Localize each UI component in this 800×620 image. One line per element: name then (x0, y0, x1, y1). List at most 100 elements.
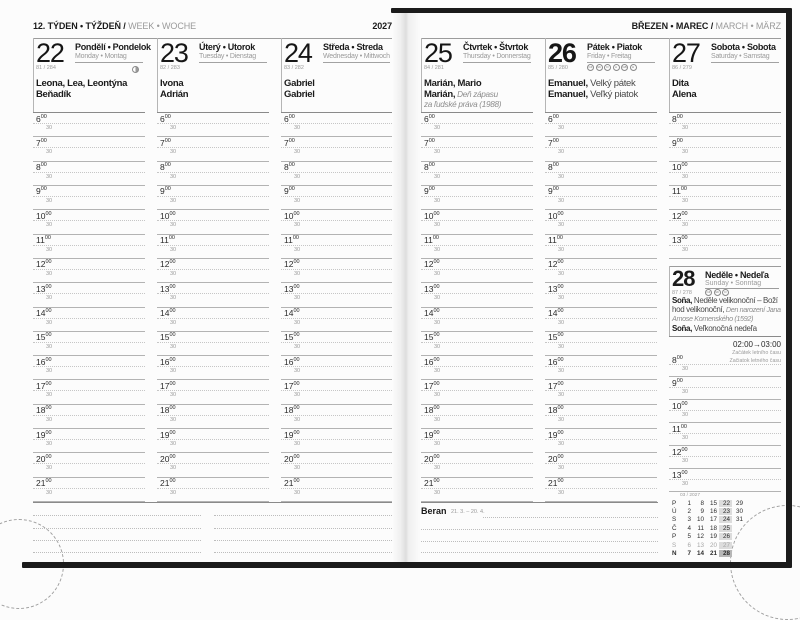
hour-line (669, 446, 781, 457)
hour-line (669, 210, 781, 222)
hour-label: 1800 (548, 405, 564, 416)
half-hour-label: 30 (294, 295, 301, 302)
hour-label: 700 (160, 137, 171, 148)
hour-label: 1400 (36, 308, 52, 318)
header-rule (421, 38, 781, 39)
half-hour-label: 30 (46, 246, 53, 253)
hour-label: 1800 (284, 405, 300, 416)
hour-label: 2100 (424, 478, 440, 489)
hour-line (669, 162, 781, 173)
half-hour-label: 30 (46, 125, 53, 131)
hour-label: 700 (424, 137, 435, 148)
hour-label: 2000 (548, 453, 564, 464)
name-day-line: Ivona (160, 78, 184, 89)
name-day-line: Beňadík (36, 88, 71, 100)
day-number: 26 (548, 38, 577, 68)
hour-slot: 1300 30 (669, 469, 781, 492)
hour-line (545, 478, 657, 489)
hour-slot: 2000 30 (157, 453, 269, 478)
mini-calendar-cell: 10 (696, 516, 704, 524)
hour-slot: 1300 30 (421, 283, 533, 308)
hour-label: 1000 (672, 162, 688, 173)
month-header: BŘEZEN • MAREC / MARCH • MÄRZ (421, 21, 782, 34)
half-hour-label: 30 (434, 392, 441, 399)
hour-label: 1600 (424, 356, 440, 367)
hour-label: 1200 (160, 259, 176, 270)
hour-label: 1100 (284, 235, 299, 246)
hour-line (281, 478, 392, 489)
hour-line (281, 113, 392, 124)
hour-line (545, 186, 657, 197)
half-hour-label: 30 (558, 343, 565, 350)
hour-slot: 800 30 (545, 162, 657, 186)
hour-slot: 600 30 (421, 113, 533, 138)
hour-slot: 2000 30 (545, 453, 657, 478)
hour-label: 1200 (672, 446, 688, 457)
mini-calendar-row: P 5 12 19 26 (672, 533, 772, 541)
half-hour-label: 30 (294, 125, 301, 131)
weekday-label: Ú (672, 508, 677, 516)
mini-calendar-cell: 17 (709, 516, 717, 524)
hour-line (669, 400, 781, 411)
hour-line (33, 259, 145, 270)
mini-calendar-cell: 1 (687, 499, 691, 507)
hour-label: 1400 (548, 308, 564, 318)
day-name-intl: Saturday • Samstag (711, 53, 770, 60)
hour-slot: 1100 30 (669, 423, 781, 446)
hour-slot: 1700 30 (421, 380, 533, 405)
hour-label: 1500 (548, 332, 564, 343)
half-hour-label: 30 (682, 458, 689, 464)
hour-label: 1800 (424, 405, 440, 416)
hour-label: 1500 (160, 332, 176, 343)
name-day-line: Emanuel, Velký pátek (548, 78, 636, 89)
hour-line (281, 162, 392, 173)
hour-label: 800 (548, 162, 559, 173)
week-title: 12. TÝDEN • TÝŽDEŇ / (33, 21, 126, 31)
hour-grid: 600 30 700 30 800 30 900 30 1000 30 1100 30 1200 30 13… (421, 113, 533, 502)
hour-line (157, 453, 269, 465)
name-days: Ivona Adrián (160, 78, 269, 100)
hour-slot: 1600 30 (33, 356, 145, 381)
day-of-year: 83 / 282 (284, 65, 304, 71)
hour-label: 1500 (424, 332, 440, 343)
hour-line (157, 259, 269, 270)
half-hour-label: 30 (434, 416, 441, 423)
half-hour-label: 30 (46, 197, 53, 204)
hour-label: 1600 (548, 356, 564, 367)
hour-slot: 600 30 (157, 113, 269, 138)
hour-slot: 1500 30 (157, 332, 269, 357)
hour-slot: 1000 30 (33, 210, 145, 235)
hour-slot: 900 30 (33, 186, 145, 211)
hour-label: 800 (160, 162, 171, 173)
hour-label: 1300 (284, 283, 300, 294)
hour-label: 1000 (160, 210, 176, 221)
day-name-intl: Tuesday • Dienstag (199, 53, 256, 60)
hour-label: 900 (672, 137, 683, 148)
hour-line (669, 113, 781, 124)
hour-line (33, 356, 145, 368)
name-days: Gabriel Gabriel (284, 78, 392, 100)
half-hour-label: 30 (434, 465, 441, 472)
hour-label: 1900 (160, 429, 176, 440)
note-line (421, 528, 658, 530)
moon-phase-icon (132, 66, 139, 73)
hour-line (33, 210, 145, 222)
hour-slot: 900 30 (421, 186, 533, 211)
name-day-line: Soňa, Veľkonočná nedeľa (672, 323, 757, 333)
hour-label: 1400 (160, 308, 176, 318)
hour-line (157, 405, 269, 416)
half-hour-label: 30 (682, 366, 689, 372)
hour-label: 1200 (672, 210, 688, 221)
hour-label: 800 (672, 354, 683, 365)
hour-slot: 2100 30 (281, 478, 392, 502)
mini-calendar-cell: 2 (687, 508, 691, 516)
hour-slot: 800 30 (669, 113, 781, 138)
half-hour-label: 30 (46, 441, 53, 448)
day-name-local: Středa • Streda (323, 42, 383, 52)
mini-calendar-cell: 23 (719, 508, 732, 516)
hour-line (157, 332, 269, 343)
hour-line (545, 405, 657, 416)
column-border (281, 38, 282, 113)
hour-label: 1500 (36, 332, 52, 343)
hour-label: 1300 (160, 283, 176, 294)
